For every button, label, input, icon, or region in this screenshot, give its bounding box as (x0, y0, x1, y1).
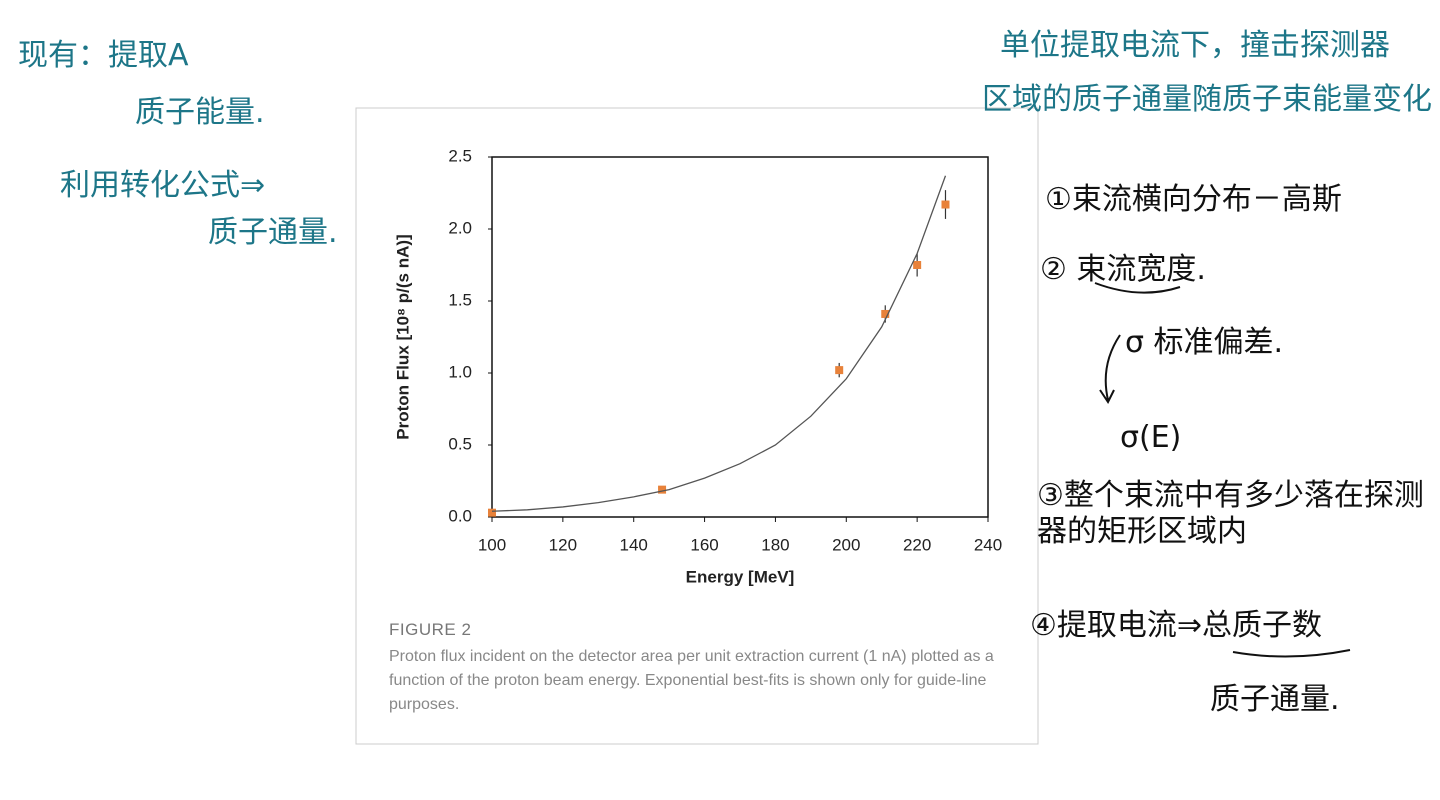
data-point (881, 309, 890, 318)
note: 现有：提取A (18, 38, 189, 73)
x-tick-label: 160 (690, 535, 718, 554)
note: 质子通量. (208, 215, 338, 250)
note: σ(E) (1120, 420, 1182, 455)
note: ③整个束流中有多少落在探测器的矩形区域内 (1037, 478, 1424, 549)
x-axis-label: Energy [MeV] (686, 567, 795, 586)
data-point (941, 200, 950, 209)
y-tick-label: 2.5 (448, 146, 472, 165)
caption-label: FIGURE 2 (389, 620, 472, 639)
fit-line (491, 175, 947, 512)
x-tick-label: 180 (761, 535, 789, 554)
note: σ 标准偏差. (1125, 325, 1284, 360)
note: 单位提取电流下，撞击探测器 (1000, 28, 1390, 63)
arrow (1099, 334, 1121, 404)
y-tick-label: 1.5 (448, 290, 472, 309)
note: ② 束流宽度. (1040, 252, 1206, 287)
note: 质子能量. (135, 95, 265, 130)
data-point (835, 366, 844, 375)
data-point (913, 261, 922, 269)
y-tick-label: 1.0 (448, 362, 472, 381)
figure-frame (355, 107, 1039, 745)
note: 利用转化公式⇒ (60, 168, 266, 203)
x-tick-label: 120 (549, 535, 577, 554)
plot-frame (491, 156, 989, 518)
note: ④提取电流⇒总质子数 (1030, 608, 1323, 643)
x-tick-label: 140 (620, 535, 648, 554)
caption: Proton flux incident on the detector are… (389, 648, 994, 713)
data-point (658, 485, 667, 494)
data-point (488, 508, 496, 517)
note: 质子通量. (1210, 682, 1340, 717)
y-axis-label: Proton Flux [10⁸ p/(s nA)] (393, 234, 412, 439)
x-tick-label: 100 (478, 535, 506, 554)
x-tick-label: 240 (974, 535, 1002, 554)
y-tick-label: 2.0 (448, 218, 472, 237)
x-tick-label: 200 (832, 535, 860, 554)
y-tick-label: 0.5 (448, 434, 472, 453)
note: ①束流横向分布－高斯 (1045, 182, 1342, 217)
underline (1232, 649, 1351, 658)
y-tick-label: 0.0 (448, 506, 472, 525)
x-tick-label: 220 (903, 535, 931, 554)
note: 区域的质子通量随质子束能量变化 (982, 82, 1432, 117)
underline (1094, 282, 1181, 294)
